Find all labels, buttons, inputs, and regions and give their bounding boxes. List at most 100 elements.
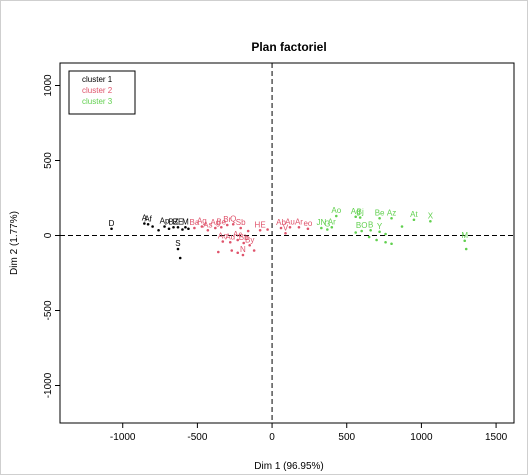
point-label: Ac	[233, 230, 242, 239]
point-label: Be	[216, 217, 226, 226]
point-label: Be	[375, 208, 385, 217]
data-point	[464, 247, 468, 251]
y-tick-label: -1000	[43, 372, 54, 398]
chart-title: Plan factoriel	[251, 40, 326, 54]
point-label: BZ	[168, 217, 178, 226]
y-axis-title: Dim 2 (1.77%)	[9, 211, 20, 275]
data-point	[225, 223, 229, 227]
data-point	[176, 247, 180, 251]
point-label: Ba	[190, 218, 200, 227]
data-point	[367, 235, 371, 239]
point-label: Sb	[236, 218, 246, 227]
data-point	[184, 225, 187, 229]
point-label: Ao	[331, 206, 341, 215]
data-point	[228, 240, 232, 244]
point-label: Au	[285, 217, 295, 226]
legend: cluster 1 cluster 2 cluster 3	[68, 70, 136, 115]
data-point	[230, 249, 234, 252]
reference-lines	[60, 63, 514, 423]
data-point	[463, 239, 467, 243]
data-point	[400, 225, 404, 228]
data-point	[390, 216, 393, 220]
data-point	[178, 256, 182, 260]
point-label: Au	[225, 232, 235, 241]
data-point	[246, 229, 250, 233]
point-label: S	[175, 239, 180, 248]
data-point	[200, 225, 204, 228]
data-point	[236, 251, 240, 255]
point-label: Ag	[210, 218, 220, 227]
x-axis: -1000 -500 0 500 1000 1500	[110, 423, 508, 443]
data-point	[378, 230, 381, 234]
data-point	[157, 228, 160, 232]
point-label: D	[109, 219, 115, 228]
data-point	[193, 226, 196, 230]
y-axis: -1000 -500 0 500 1000	[43, 74, 60, 398]
point-label: M	[182, 217, 189, 226]
data-point	[326, 228, 329, 231]
point-label: Ar	[328, 217, 336, 226]
data-point	[151, 225, 154, 228]
data-point	[330, 225, 334, 229]
x-tick-label: 0	[269, 432, 275, 443]
point-label: X	[428, 211, 434, 220]
legend-entry-cluster-3: cluster 3	[82, 97, 113, 106]
data-point	[354, 215, 357, 219]
data-point	[258, 228, 262, 232]
point-label: Ag	[197, 217, 207, 226]
point-label: Y	[377, 222, 383, 231]
point-label: HE	[255, 220, 266, 229]
point-label: G	[324, 220, 330, 229]
data-point	[187, 227, 190, 231]
y-tick-label: 0	[43, 232, 54, 238]
data-point	[252, 249, 256, 252]
data-point	[354, 231, 357, 234]
point-label: Ab	[276, 218, 286, 227]
data-point	[334, 214, 338, 218]
data-point	[266, 228, 269, 231]
data-point	[143, 222, 146, 225]
data-point	[110, 227, 113, 231]
legend-entry-cluster-1: cluster 1	[82, 75, 113, 84]
data-point	[358, 216, 362, 219]
x-tick-label: 500	[338, 432, 355, 443]
point-label: Ag	[351, 207, 361, 216]
x-tick-label: -1000	[110, 432, 136, 443]
data-point	[236, 238, 240, 242]
point-label: Ap	[160, 217, 170, 226]
legend-box	[68, 70, 136, 115]
data-point	[241, 253, 245, 257]
data-point	[219, 225, 223, 229]
data-point	[214, 226, 217, 230]
data-point	[297, 225, 301, 229]
point-label: Bb	[239, 233, 249, 242]
point-label: Az	[387, 208, 396, 217]
data-point	[239, 226, 243, 230]
y-tick-label: 500	[43, 152, 54, 169]
legend-entry-cluster-2: cluster 2	[82, 86, 113, 95]
data-point	[172, 225, 175, 229]
data-point	[384, 240, 387, 244]
point-label: BE	[173, 217, 184, 226]
point-label: Ar	[295, 217, 303, 226]
point-label: eo	[303, 219, 312, 228]
x-tick-label: -500	[187, 432, 207, 443]
data-point	[176, 225, 180, 229]
data-point	[181, 228, 184, 231]
data-point	[284, 231, 287, 235]
data-point	[163, 225, 166, 228]
data-point	[390, 242, 393, 246]
data-point	[288, 225, 292, 229]
data-point	[167, 227, 171, 231]
point-label: V	[283, 223, 289, 232]
data-point	[378, 216, 381, 220]
plot-area	[59, 62, 515, 424]
y-tick-label: -500	[43, 300, 54, 320]
point-label: Br	[223, 215, 231, 224]
data-point	[412, 218, 416, 222]
point-label: At	[410, 210, 418, 219]
point-label: B	[368, 220, 373, 229]
data-point	[369, 228, 372, 232]
